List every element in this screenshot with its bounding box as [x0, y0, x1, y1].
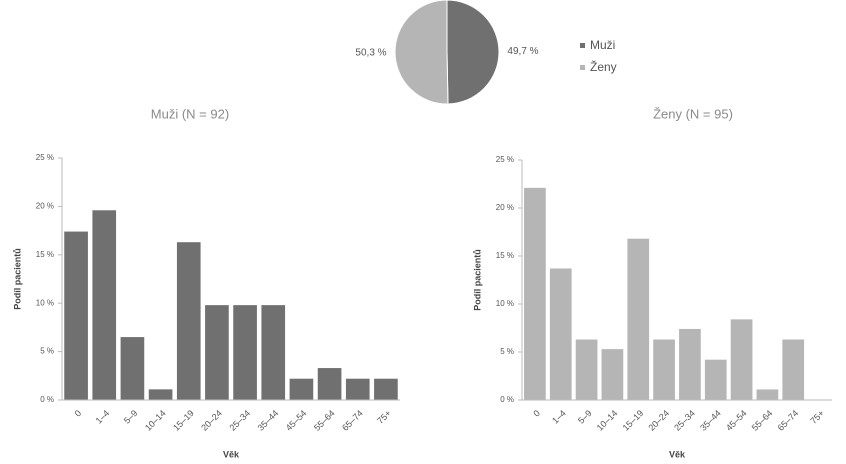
bar — [704, 359, 727, 400]
legend-label: Muži — [590, 38, 615, 52]
y-axis-title: Podíl pacientů — [12, 248, 22, 310]
bar — [756, 389, 779, 400]
bar — [782, 339, 805, 400]
bar — [653, 339, 675, 400]
bar — [575, 339, 598, 400]
x-tick-label: 1–4 — [550, 408, 568, 426]
chart-title: Muži (N = 92) — [151, 106, 229, 121]
bar — [549, 268, 572, 400]
x-tick-label: 25–34 — [227, 408, 252, 433]
x-tick-label: 65–74 — [340, 408, 365, 433]
x-axis-title: Věk — [669, 449, 686, 459]
x-tick-label: 15–19 — [621, 408, 646, 433]
x-tick-label: 10–14 — [595, 408, 620, 433]
x-tick-label: 35–44 — [256, 408, 281, 433]
bar — [92, 210, 117, 400]
bar — [289, 378, 314, 400]
legend-swatch — [580, 43, 585, 48]
x-tick-label: 5–9 — [576, 408, 594, 426]
bar — [233, 305, 257, 400]
bar — [261, 305, 286, 400]
x-tick-label: 0 — [531, 408, 542, 419]
y-tick-label: 15 % — [496, 251, 514, 260]
y-tick-label: 20 % — [496, 203, 514, 212]
x-tick-label: 25–34 — [672, 408, 697, 433]
x-tick-label: 10–14 — [143, 408, 168, 433]
y-tick-label: 25 % — [496, 155, 514, 164]
y-axis-title: Podíl pacientů — [472, 249, 482, 311]
x-tick-label: 75+ — [375, 408, 393, 426]
bar — [374, 378, 398, 400]
bar — [120, 337, 145, 400]
pie-slice — [446, 0, 500, 105]
x-tick-label: 75+ — [808, 408, 826, 426]
legend-label: Ženy — [590, 59, 617, 74]
x-tick-label: 35–44 — [698, 408, 723, 433]
bar — [601, 349, 624, 400]
bar — [205, 305, 229, 400]
x-tick-label: 20–24 — [199, 408, 224, 433]
y-tick-label: 5 % — [40, 347, 54, 356]
x-tick-label: 55–64 — [750, 408, 775, 433]
y-tick-label: 0 % — [40, 395, 54, 404]
bar — [524, 187, 546, 400]
x-tick-label: 20–24 — [646, 408, 671, 433]
x-tick-label: 65–74 — [776, 408, 801, 433]
bar — [64, 231, 88, 400]
x-tick-label: 5–9 — [122, 408, 140, 426]
y-tick-label: 10 % — [36, 298, 54, 307]
pie-slice — [394, 0, 449, 105]
pie-label: 49,7 % — [507, 46, 538, 57]
x-tick-label: 0 — [73, 408, 84, 419]
x-tick-label: 15–19 — [171, 408, 196, 433]
bar — [345, 378, 370, 400]
bar — [679, 328, 701, 400]
pie-label: 50,3 % — [355, 47, 386, 58]
y-tick-label: 5 % — [500, 347, 514, 356]
bar — [148, 389, 173, 400]
bar — [317, 368, 342, 400]
x-tick-label: 45–54 — [284, 408, 309, 433]
chart-title: Ženy (N = 95) — [653, 106, 733, 121]
y-tick-label: 10 % — [496, 299, 514, 308]
x-tick-label: 45–54 — [724, 408, 749, 433]
legend-swatch — [580, 65, 585, 70]
y-tick-label: 25 % — [36, 153, 54, 162]
bar — [176, 242, 201, 400]
bar — [730, 319, 753, 400]
y-tick-label: 20 % — [36, 202, 54, 211]
bar — [627, 238, 650, 400]
y-tick-label: 15 % — [36, 250, 54, 259]
x-tick-label: 1–4 — [94, 408, 112, 426]
x-tick-label: 55–64 — [312, 408, 337, 433]
x-axis-title: Věk — [223, 449, 240, 459]
y-tick-label: 0 % — [500, 395, 514, 404]
